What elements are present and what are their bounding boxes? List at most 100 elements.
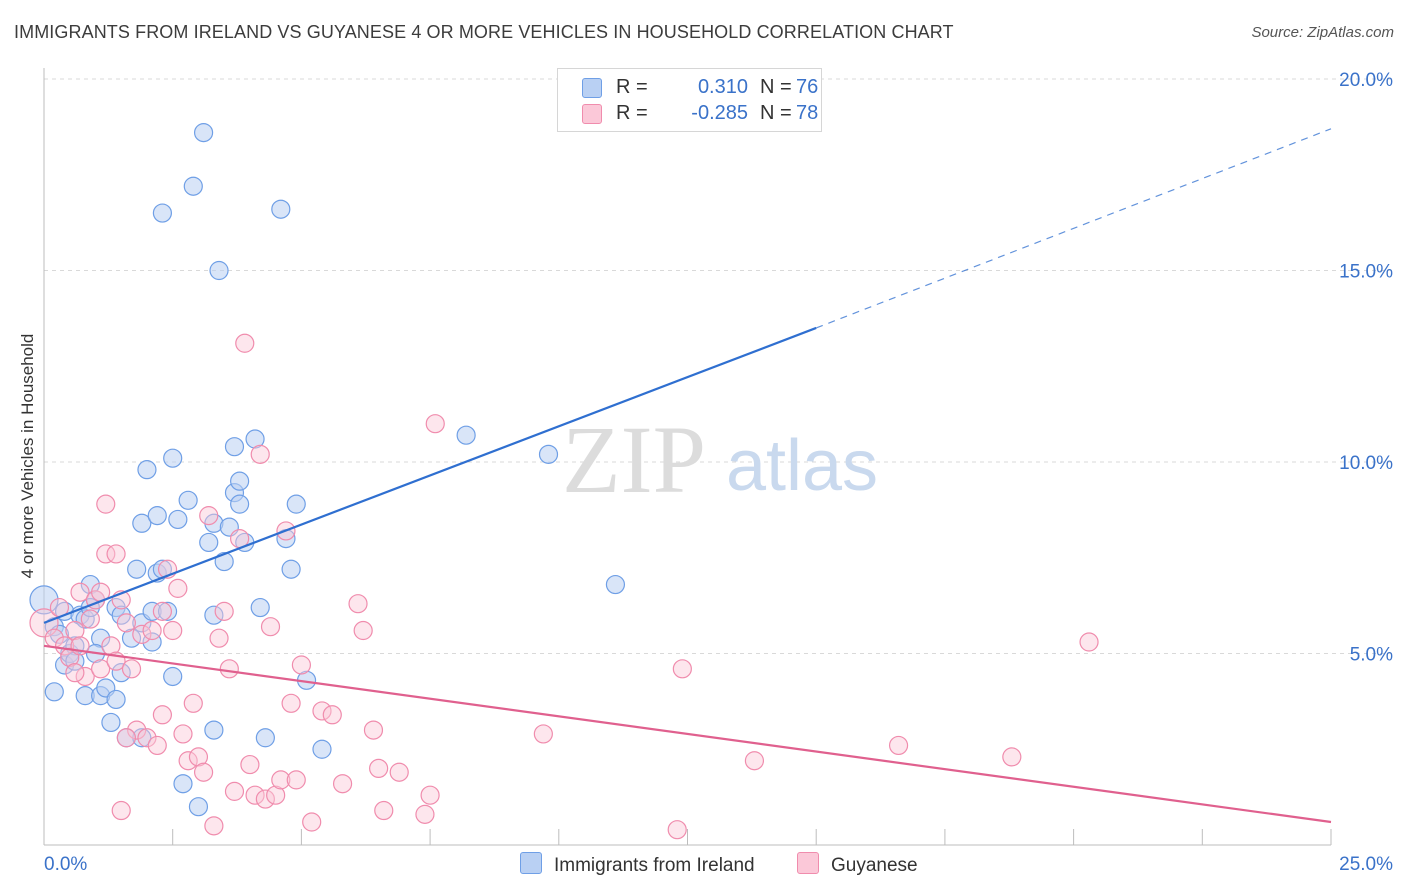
- correlation-legend: R = 0.310 N = 76 R = -0.285 N = 78: [557, 68, 822, 132]
- point-guyanese: [75, 666, 95, 687]
- point-ireland: [121, 628, 142, 648]
- legend-n-label: N =: [760, 76, 792, 98]
- point-ireland: [456, 425, 476, 445]
- point-guyanese: [116, 613, 136, 633]
- watermark-atlas: atlas: [726, 426, 878, 506]
- point-guyanese: [1002, 747, 1022, 767]
- point-ireland: [65, 651, 85, 671]
- point-ireland: [204, 720, 224, 740]
- point-guyanese: [163, 620, 183, 641]
- point-guyanese: [80, 609, 100, 629]
- point-ireland: [163, 666, 183, 687]
- point-guyanese: [235, 333, 255, 353]
- point-ireland: [152, 203, 173, 223]
- point-ireland: [127, 559, 147, 579]
- bottom-legend-swatch-guyanese: [797, 852, 819, 874]
- point-guyanese: [1079, 632, 1099, 652]
- point-guyanese: [214, 601, 234, 621]
- point-guyanese: [173, 724, 193, 744]
- point-ireland: [188, 797, 209, 817]
- trend-line-ireland-extension: [815, 128, 1332, 329]
- axes: [43, 68, 1332, 846]
- point-guyanese: [219, 659, 239, 679]
- point-guyanese: [322, 705, 342, 725]
- chart-title: IMMIGRANTS FROM IRELAND VS GUYANESE 4 OR…: [14, 22, 954, 42]
- point-guyanese: [204, 816, 224, 836]
- point-ireland: [168, 509, 188, 530]
- point-guyanese: [70, 582, 90, 602]
- point-ireland: [204, 605, 224, 625]
- watermark-zip: ZIP: [562, 406, 706, 513]
- x-tick-label: 0.0%: [44, 854, 87, 875]
- point-guyanese: [348, 594, 368, 614]
- point-ireland: [44, 682, 64, 702]
- point-ireland: [286, 494, 306, 514]
- point-guyanese: [255, 789, 275, 809]
- point-guyanese: [132, 624, 152, 644]
- point-guyanese: [199, 506, 219, 526]
- point-ireland: [199, 532, 219, 553]
- legend-swatch-guyanese: [582, 104, 602, 124]
- point-ireland: [163, 448, 183, 468]
- bottom-legend-guyanese[interactable]: Guyanese: [797, 852, 918, 877]
- point-guyanese: [260, 617, 281, 637]
- point-guyanese: [116, 728, 136, 748]
- point-guyanese: [302, 812, 322, 832]
- y-tick-label: 15.0%: [1339, 262, 1393, 283]
- point-guyanese: [420, 785, 440, 805]
- point-ireland: [183, 176, 203, 196]
- point-ireland: [245, 429, 265, 449]
- point-ireland: [49, 624, 70, 644]
- watermark: ZIP atlas: [562, 406, 878, 513]
- chart-source: Source: ZipAtlas.com: [1251, 24, 1394, 41]
- point-ireland: [132, 513, 152, 533]
- point-ireland: [173, 774, 193, 794]
- point-guyanese: [286, 770, 306, 790]
- legend-r-label: R =: [616, 76, 648, 98]
- point-ireland: [230, 471, 250, 491]
- point-guyanese: [152, 601, 173, 621]
- point-guyanese: [245, 785, 265, 805]
- point-guyanese: [91, 659, 111, 679]
- point-ireland: [137, 460, 157, 480]
- point-ireland: [142, 632, 162, 652]
- legend-r-label: R =: [616, 102, 648, 124]
- point-guyanese: [106, 544, 126, 564]
- tick-labels: 5.0% 10.0% 15.0% 20.0% 0.0% 25.0%: [44, 70, 1393, 875]
- point-guyanese: [209, 628, 229, 648]
- point-guyanese: [127, 720, 147, 740]
- point-guyanese: [193, 762, 214, 782]
- point-guyanese: [142, 620, 162, 641]
- point-ireland: [250, 597, 270, 618]
- bottom-legend-ireland[interactable]: Immigrants from Ireland: [520, 852, 755, 877]
- legend-n-label: N =: [760, 102, 792, 124]
- point-guyanese: [667, 820, 687, 840]
- trend-lines: [43, 128, 1332, 824]
- legend-n-value: 76: [796, 76, 819, 98]
- point-ireland: [281, 559, 301, 579]
- point-guyanese: [266, 785, 286, 805]
- point-guyanese: [369, 758, 389, 779]
- point-guyanese: [188, 747, 209, 767]
- point-guyanese: [111, 800, 131, 821]
- scatter-points: [29, 123, 1099, 840]
- point-guyanese: [374, 800, 394, 821]
- point-ireland: [605, 574, 626, 595]
- point-guyanese: [888, 735, 909, 756]
- y-tick-label: 20.0%: [1339, 70, 1393, 91]
- point-guyanese: [363, 720, 384, 740]
- point-ireland: [255, 728, 275, 748]
- point-ireland: [224, 437, 245, 457]
- point-guyanese: [178, 751, 198, 771]
- point-guyanese: [250, 444, 270, 464]
- point-ireland: [271, 199, 291, 219]
- series-guyanese-points: [29, 333, 1099, 840]
- point-ireland: [193, 123, 214, 143]
- point-ireland: [312, 739, 332, 759]
- point-guyanese: [533, 724, 553, 744]
- point-guyanese: [353, 620, 373, 641]
- gridlines: [44, 78, 1392, 654]
- y-tick-label: 10.0%: [1339, 453, 1393, 474]
- point-guyanese: [389, 762, 409, 782]
- x-tick-label: 25.0%: [1339, 854, 1393, 875]
